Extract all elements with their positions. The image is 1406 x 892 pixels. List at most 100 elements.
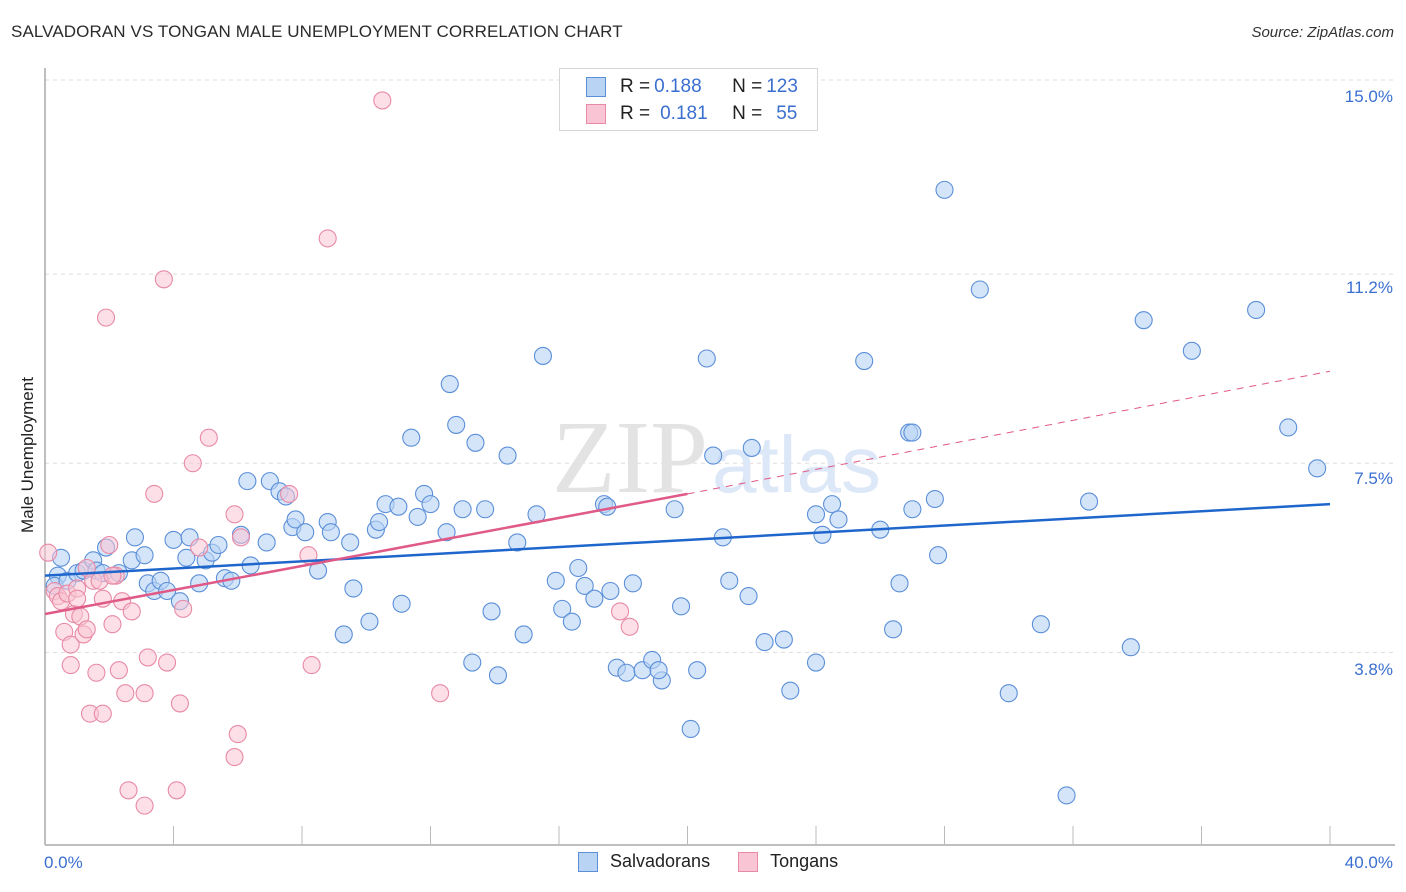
data-point <box>93 704 112 723</box>
data-point <box>170 694 189 713</box>
r-value: 0.188 <box>654 76 702 97</box>
data-point <box>135 796 154 815</box>
tongans-points <box>39 91 639 815</box>
data-point <box>228 725 247 744</box>
tongans-trend-line <box>44 492 688 616</box>
data-point <box>720 571 739 590</box>
data-point <box>704 446 723 465</box>
data-point <box>370 512 389 532</box>
data-point <box>296 523 315 542</box>
data-point <box>199 428 218 447</box>
y-tick-label: 15.0% <box>1344 87 1393 106</box>
axes <box>44 68 1395 846</box>
data-point <box>620 617 639 636</box>
x-tick-label: 40.0% <box>1344 853 1393 872</box>
data-point <box>125 528 144 547</box>
data-point <box>903 423 922 442</box>
n-value: 123 <box>766 76 798 97</box>
data-point <box>1247 300 1266 320</box>
data-point <box>742 438 761 457</box>
r-label: R = <box>620 76 651 97</box>
chart-title: SALVADORAN VS TONGAN MALE UNEMPLOYMENT C… <box>11 22 623 41</box>
data-point <box>1080 492 1099 511</box>
y-axis-label: Male Unemployment <box>18 377 37 533</box>
data-point <box>421 495 440 514</box>
data-point <box>774 630 793 649</box>
data-point <box>280 484 299 503</box>
data-point <box>408 507 427 526</box>
data-point <box>431 684 450 703</box>
data-point <box>209 535 228 555</box>
watermark-atlas: atlas <box>712 420 881 509</box>
data-point <box>190 538 209 557</box>
data-point <box>389 497 408 516</box>
data-point <box>164 530 183 549</box>
r-value: 0.181 <box>660 103 708 124</box>
data-point <box>476 500 495 519</box>
data-point <box>672 597 691 616</box>
data-point <box>813 525 832 544</box>
data-point <box>177 548 196 567</box>
salvadorans-swatch <box>586 77 606 97</box>
y-tick-label: 3.8% <box>1354 660 1393 679</box>
tongans-swatch <box>586 104 606 124</box>
data-point <box>665 500 684 519</box>
data-point <box>225 505 244 524</box>
data-point <box>569 558 588 578</box>
data-point <box>855 351 874 371</box>
data-point <box>610 602 630 621</box>
data-point <box>681 719 700 739</box>
data-point <box>145 484 164 503</box>
data-point <box>585 589 604 608</box>
bottom-legend: Salvadorans Tongans <box>578 851 866 872</box>
legend-label: Tongans <box>770 851 839 871</box>
data-point <box>781 681 800 700</box>
data-point <box>87 663 106 682</box>
n-label: N = <box>732 103 763 124</box>
data-point <box>39 543 58 562</box>
data-point <box>154 270 173 289</box>
data-point <box>440 374 459 394</box>
data-point <box>884 620 903 639</box>
data-point <box>929 546 948 565</box>
data-point <box>829 510 848 529</box>
data-point <box>601 581 620 601</box>
data-point <box>109 661 128 680</box>
data-point <box>68 589 87 608</box>
salvadorans-points <box>45 180 1327 805</box>
legend-label: Salvadorans <box>610 851 711 871</box>
data-point <box>463 653 482 672</box>
data-point <box>1121 638 1140 657</box>
data-point <box>1182 341 1201 360</box>
legend-item-tongans[interactable]: Tongans <box>738 851 838 872</box>
data-point <box>103 566 122 585</box>
data-point <box>806 653 826 672</box>
data-point <box>453 500 472 519</box>
legend-row-salvadorans: R = 0.188 N = 123 <box>586 76 798 98</box>
data-point <box>402 428 421 447</box>
data-point <box>688 661 707 680</box>
trend-lines <box>44 370 1331 616</box>
data-point <box>508 533 527 552</box>
data-point <box>482 602 501 621</box>
data-point <box>286 510 305 529</box>
r-label: R = <box>620 103 651 124</box>
data-point <box>903 500 922 519</box>
data-point <box>1057 786 1076 805</box>
data-point <box>1308 459 1327 478</box>
data-point <box>100 535 119 555</box>
data-point <box>257 533 276 552</box>
data-point <box>1134 311 1153 330</box>
data-point <box>116 684 135 703</box>
data-point <box>623 574 642 593</box>
data-point <box>135 684 154 703</box>
data-point <box>231 528 251 547</box>
legend-item-salvadorans[interactable]: Salvadorans <box>578 851 710 872</box>
watermark-zip: ZIP <box>552 400 708 515</box>
data-point <box>344 579 363 598</box>
data-point <box>447 415 466 434</box>
n-label: N = <box>732 76 763 97</box>
data-point <box>553 599 572 618</box>
data-point <box>806 505 826 524</box>
